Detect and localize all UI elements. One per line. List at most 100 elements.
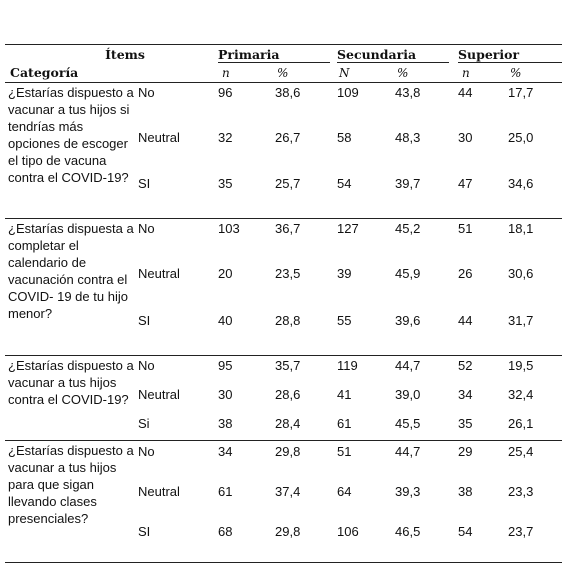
answer-label: No bbox=[138, 221, 155, 236]
cell-value: 32 bbox=[218, 130, 233, 145]
cell-value: 58 bbox=[337, 130, 352, 145]
cell-value: 39,7 bbox=[395, 176, 421, 191]
cell-value: 54 bbox=[337, 176, 352, 191]
cell-value: 44,7 bbox=[395, 444, 421, 459]
cell-value: 95 bbox=[218, 358, 233, 373]
cell-value: 29,8 bbox=[275, 524, 301, 539]
cell-value: 29,8 bbox=[275, 444, 301, 459]
sub-header: % bbox=[397, 66, 409, 80]
group-underline bbox=[218, 62, 330, 63]
cell-value: 40 bbox=[218, 313, 233, 328]
items-header: Ítems bbox=[105, 47, 145, 62]
cell-value: 35 bbox=[458, 416, 473, 431]
cell-value: 44 bbox=[458, 85, 473, 100]
cell-value: 45,5 bbox=[395, 416, 421, 431]
cell-value: 44 bbox=[458, 313, 473, 328]
question: ¿Estarías dispuesto a vacunar a tus hijo… bbox=[8, 443, 134, 526]
cell-value: 48,3 bbox=[395, 130, 421, 145]
cell-value: 26 bbox=[458, 266, 473, 281]
section-rule bbox=[5, 440, 562, 441]
category-header: Categoría bbox=[10, 65, 79, 80]
cell-value: 54 bbox=[458, 524, 473, 539]
section-rule bbox=[5, 218, 562, 219]
cell-value: 61 bbox=[337, 416, 352, 431]
cell-value: 35 bbox=[218, 176, 233, 191]
group-header: Superior bbox=[458, 47, 520, 62]
question: ¿Estarías dispuesta a completar el calen… bbox=[8, 221, 134, 321]
sub-header: % bbox=[277, 66, 289, 80]
answer-label: No bbox=[138, 85, 155, 100]
cell-value: 119 bbox=[337, 358, 358, 373]
group-underline bbox=[458, 62, 562, 63]
cell-value: 43,8 bbox=[395, 85, 421, 100]
question: ¿Estarías dispuesto a vacunar a tus hijo… bbox=[8, 358, 134, 407]
cell-value: 34,6 bbox=[508, 176, 534, 191]
cell-value: 68 bbox=[218, 524, 233, 539]
answer-label: SI bbox=[138, 524, 151, 539]
cell-value: 28,4 bbox=[275, 416, 301, 431]
answer-label: No bbox=[138, 358, 155, 373]
cell-value: 55 bbox=[337, 313, 352, 328]
cell-value: 30,6 bbox=[508, 266, 534, 281]
group-header: Primaria bbox=[218, 47, 280, 62]
question: ¿Estarías dispuesto a vacunar a tus hijo… bbox=[8, 85, 134, 185]
cell-value: 51 bbox=[337, 444, 352, 459]
cell-value: 39 bbox=[337, 266, 352, 281]
cell-value: 45,9 bbox=[395, 266, 421, 281]
answer-label: SI bbox=[138, 313, 151, 328]
cell-value: 39,3 bbox=[395, 484, 421, 499]
cell-value: 64 bbox=[337, 484, 352, 499]
cell-value: 32,4 bbox=[508, 387, 534, 402]
cell-value: 34 bbox=[218, 444, 233, 459]
cell-value: 47 bbox=[458, 176, 473, 191]
cell-value: 35,7 bbox=[275, 358, 301, 373]
cell-value: 34 bbox=[458, 387, 473, 402]
header-rule bbox=[5, 82, 562, 83]
cell-value: 28,6 bbox=[275, 387, 301, 402]
cell-value: 28,8 bbox=[275, 313, 301, 328]
cell-value: 25,4 bbox=[508, 444, 534, 459]
cell-value: 41 bbox=[337, 387, 352, 402]
sub-header: n bbox=[462, 66, 470, 80]
section-rule bbox=[5, 355, 562, 356]
cell-value: 38,6 bbox=[275, 85, 301, 100]
top-rule bbox=[5, 44, 562, 45]
cell-value: 30 bbox=[458, 130, 473, 145]
cell-value: 23,5 bbox=[275, 266, 301, 281]
cell-value: 109 bbox=[337, 85, 359, 100]
sub-header: N bbox=[339, 66, 350, 80]
answer-label: No bbox=[138, 444, 155, 459]
cell-value: 18,1 bbox=[508, 221, 534, 236]
cell-value: 96 bbox=[218, 85, 233, 100]
group-header: Secundaria bbox=[337, 47, 417, 62]
cell-value: 31,7 bbox=[508, 313, 534, 328]
group-underline bbox=[337, 62, 449, 63]
cell-value: 127 bbox=[337, 221, 359, 236]
cell-value: 38 bbox=[218, 416, 233, 431]
cell-value: 44,7 bbox=[395, 358, 421, 373]
answer-label: Neutral bbox=[138, 387, 180, 402]
section-rule bbox=[5, 562, 562, 563]
cell-value: 106 bbox=[337, 524, 359, 539]
cell-value: 37,4 bbox=[275, 484, 301, 499]
cell-value: 29 bbox=[458, 444, 473, 459]
cell-value: 25,7 bbox=[275, 176, 301, 191]
cell-value: 103 bbox=[218, 221, 240, 236]
sub-header: % bbox=[510, 66, 522, 80]
cell-value: 26,7 bbox=[275, 130, 301, 145]
answer-label: Si bbox=[138, 416, 150, 431]
cell-value: 19,5 bbox=[508, 358, 534, 373]
answer-label: Neutral bbox=[138, 266, 180, 281]
cell-value: 61 bbox=[218, 484, 233, 499]
cell-value: 25,0 bbox=[508, 130, 534, 145]
answer-label: Neutral bbox=[138, 130, 180, 145]
cell-value: 23,7 bbox=[508, 524, 534, 539]
cell-value: 26,1 bbox=[508, 416, 534, 431]
cell-value: 36,7 bbox=[275, 221, 301, 236]
sub-header: n bbox=[222, 66, 230, 80]
cell-value: 51 bbox=[458, 221, 473, 236]
cell-value: 38 bbox=[458, 484, 473, 499]
answer-label: SI bbox=[138, 176, 151, 191]
cell-value: 39,0 bbox=[395, 387, 421, 402]
